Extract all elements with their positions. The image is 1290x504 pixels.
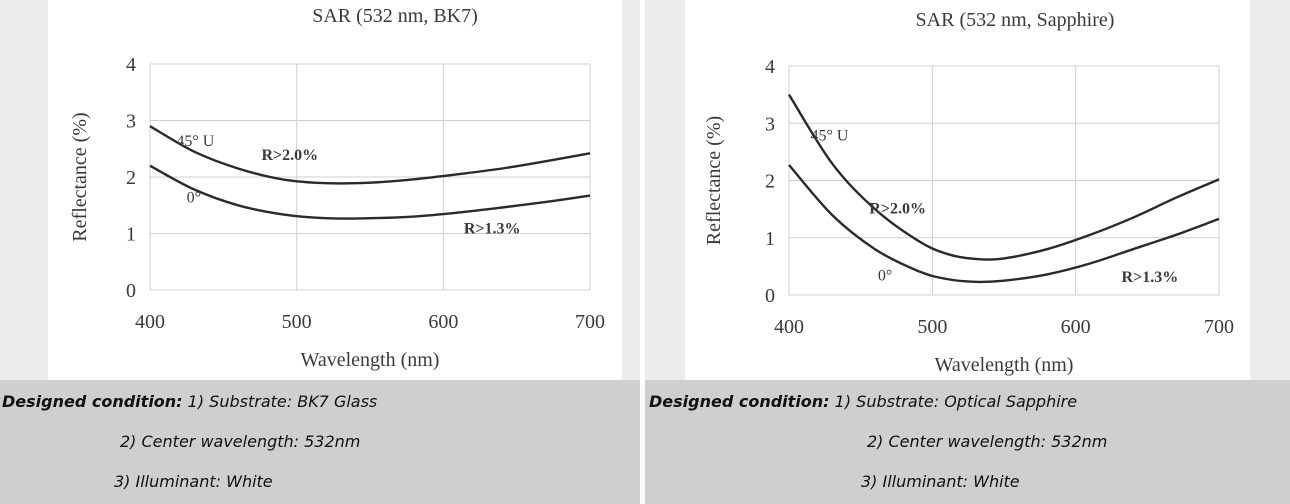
annotation-label: R>1.3% (1122, 269, 1179, 286)
x-tick-label: 400 (135, 311, 165, 333)
y-axis-label: Reflectance (%) (69, 112, 91, 241)
caption-line-1: Designed condition: 1) Substrate: Optica… (649, 382, 1077, 422)
y-tick-label: 3 (765, 113, 775, 135)
x-tick-label: 600 (1061, 316, 1091, 338)
caption-line-3: 3) Illuminant: White (861, 472, 1020, 491)
caption-heading: Designed condition: (649, 392, 830, 411)
annotation-label: R>2.0% (869, 201, 926, 218)
side-band-right (622, 0, 640, 380)
caption-left: Designed condition: 1) Substrate: BK7 Gl… (0, 380, 640, 504)
x-axis-label: Wavelength (nm) (935, 354, 1074, 376)
x-tick-label: 500 (917, 316, 947, 338)
side-band-left (0, 0, 48, 380)
caption-substrate: 1) Substrate: Optical Sapphire (829, 392, 1078, 411)
y-tick-label: 0 (765, 285, 775, 307)
x-tick-label: 700 (1204, 316, 1234, 338)
y-tick-label: 4 (126, 54, 136, 76)
y-axis-label: Reflectance (%) (703, 116, 725, 245)
chart-sapphire: 0 1 2 3 4 400 500 600 700 SAR (532 nm, Sapphire) W… (645, 0, 1290, 380)
series-line-45deg (787, 93, 1220, 261)
series-line-45deg (149, 125, 591, 185)
x-tick-label: 500 (282, 311, 312, 333)
side-band-left (645, 0, 685, 380)
caption-right: Designed condition: 1) Substrate: Optica… (645, 380, 1290, 504)
annotation-label: 45° U (176, 133, 214, 150)
annotation-label: 0° (187, 189, 201, 206)
caption-line-3: 3) Illuminant: White (114, 472, 273, 491)
caption-line-2: 2) Center wavelength: 532nm (867, 432, 1108, 451)
x-tick-label: 600 (428, 311, 458, 333)
chart-title: SAR (532 nm, Sapphire) (916, 9, 1115, 31)
chart-panel-right: 0 1 2 3 4 400 500 600 700 SAR (532 nm, Sapphire) W… (645, 0, 1290, 380)
caption-line-2: 2) Center wavelength: 532nm (120, 432, 361, 451)
annotation-label: R>1.3% (464, 221, 521, 238)
side-band-right (1250, 0, 1290, 380)
chart-title: SAR (532 nm, BK7) (312, 5, 478, 27)
series-line-0deg (149, 164, 591, 220)
y-tick-label: 3 (126, 111, 136, 133)
caption-substrate: 1) Substrate: BK7 Glass (182, 392, 378, 411)
annotation-label: 0° (878, 268, 892, 285)
annotation-label: 45° U (811, 127, 849, 144)
caption-heading: Designed condition: (2, 392, 183, 411)
y-tick-label: 1 (765, 228, 775, 250)
y-tick-label: 0 (126, 280, 136, 302)
y-tick-label: 2 (765, 171, 775, 193)
chart-bk7: 0 1 2 3 4 400 500 600 700 SAR (532 nm, BK7) Wavele… (0, 0, 640, 380)
x-tick-label: 400 (774, 316, 804, 338)
y-tick-label: 2 (126, 167, 136, 189)
x-axis-label: Wavelength (nm) (301, 349, 440, 371)
caption-line-1: Designed condition: 1) Substrate: BK7 Gl… (2, 382, 377, 422)
y-tick-label: 4 (765, 56, 775, 78)
series-line-0deg (788, 164, 1220, 284)
chart-panel-left: 0 1 2 3 4 400 500 600 700 SAR (532 nm, BK7) Wavele… (0, 0, 640, 380)
y-tick-label: 1 (126, 224, 136, 246)
annotation-label: R>2.0% (261, 147, 318, 164)
x-tick-label: 700 (575, 311, 605, 333)
